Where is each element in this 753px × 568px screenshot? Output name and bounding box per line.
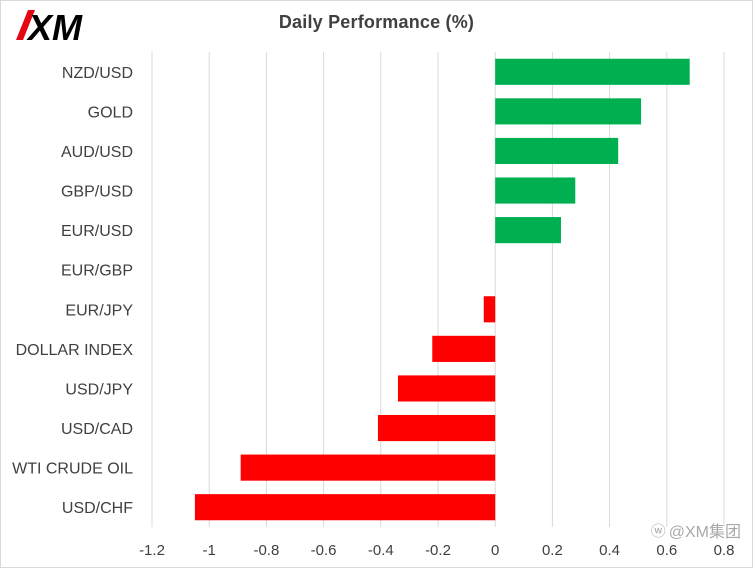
category-label: USD/CHF — [62, 500, 133, 517]
chart-title: Daily Performance (%) — [278, 12, 475, 32]
bar — [194, 494, 496, 521]
weibo-icon: ⓦ — [650, 522, 666, 540]
bar — [495, 58, 690, 85]
category-label: WTI CRUDE OIL — [12, 461, 133, 478]
bar — [483, 296, 496, 323]
x-tick-label: -1.2 — [139, 542, 165, 559]
bars — [194, 58, 690, 521]
bar — [495, 98, 642, 125]
x-tick-label: 0.2 — [542, 542, 563, 559]
category-label: NZD/USD — [62, 65, 133, 82]
watermark: ⓦ @XM集团 — [651, 518, 741, 542]
logo-text: XM — [26, 7, 83, 46]
bar — [397, 375, 496, 402]
category-labels: NZD/USD GOLD AUD/USD GBP/USD EUR/USD EUR/GBP E… — [12, 65, 133, 517]
bar — [377, 414, 496, 442]
bar — [495, 137, 619, 165]
x-tick-label: 0 — [491, 542, 499, 559]
category-label: USD/CAD — [61, 421, 133, 438]
x-tick-label: -0.6 — [311, 542, 337, 559]
x-tick-label: -0.4 — [368, 542, 394, 559]
bar — [240, 454, 496, 481]
x-tick-label: -0.8 — [253, 542, 279, 559]
bar — [495, 217, 561, 244]
x-tick-label: 0.4 — [599, 542, 620, 559]
category-label: GBP/USD — [61, 184, 133, 201]
category-label: GOLD — [88, 104, 133, 121]
xm-logo: XM — [12, 6, 108, 51]
gridlines — [151, 52, 725, 527]
category-label: USD/JPY — [65, 381, 133, 398]
bar — [495, 177, 576, 204]
bar — [432, 335, 496, 362]
x-tick-label: -0.2 — [425, 542, 451, 559]
category-label: EUR/USD — [61, 223, 133, 240]
category-label: DOLLAR INDEX — [16, 342, 134, 359]
x-tick-label: -1 — [203, 542, 216, 559]
x-axis-tick-labels: -1.2 -1 -0.8 -0.6 -0.4 -0.2 0 0.2 0.4 0.6 0.8 — [139, 542, 734, 559]
x-tick-label: 0.6 — [656, 542, 677, 559]
watermark-text: @XM集团 — [668, 524, 741, 541]
logo-red-slash — [16, 10, 35, 40]
category-label: AUD/USD — [61, 144, 133, 161]
x-tick-label: 0.8 — [714, 542, 735, 559]
category-label: EUR/JPY — [65, 302, 133, 319]
category-label: EUR/GBP — [61, 263, 133, 280]
